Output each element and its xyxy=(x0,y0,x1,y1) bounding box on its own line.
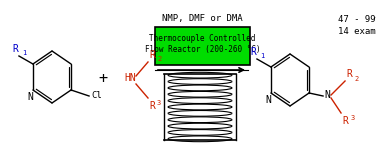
Text: R: R xyxy=(346,69,352,79)
Text: HN: HN xyxy=(124,73,136,83)
Text: 3: 3 xyxy=(350,115,354,121)
Text: Cl: Cl xyxy=(91,91,102,99)
Text: 47 - 99% yield: 47 - 99% yield xyxy=(338,15,376,23)
Text: 2: 2 xyxy=(354,76,358,82)
Text: NMP, DMF or DMA: NMP, DMF or DMA xyxy=(162,13,242,23)
Text: 2: 2 xyxy=(157,56,161,62)
Text: R: R xyxy=(149,50,155,60)
Bar xyxy=(155,27,250,65)
Text: R: R xyxy=(250,47,256,57)
Text: N: N xyxy=(265,95,271,105)
Text: 1: 1 xyxy=(22,50,26,56)
Text: Thermocouple Controlled
Flow Reactor (200-260 °C): Thermocouple Controlled Flow Reactor (20… xyxy=(145,34,260,54)
Text: 14 examples: 14 examples xyxy=(338,28,376,36)
Text: R: R xyxy=(342,116,348,126)
Text: +: + xyxy=(99,71,108,87)
Text: R: R xyxy=(12,44,18,54)
Text: 3: 3 xyxy=(157,100,161,106)
Text: N: N xyxy=(27,92,33,102)
Text: R: R xyxy=(149,101,155,111)
Text: 1: 1 xyxy=(260,53,264,59)
Text: N: N xyxy=(324,90,330,100)
